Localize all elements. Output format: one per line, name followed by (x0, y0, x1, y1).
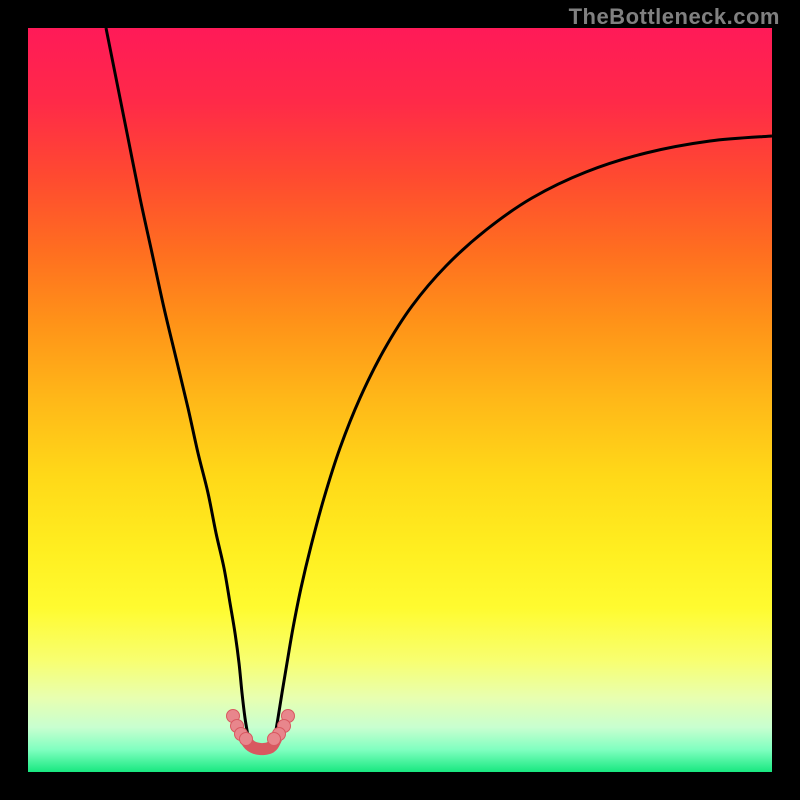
curve-marker (268, 733, 281, 746)
bottleneck-chart (28, 28, 772, 772)
curve-marker (240, 733, 253, 746)
gradient-background (28, 28, 772, 772)
watermark-text: TheBottleneck.com (569, 4, 780, 30)
